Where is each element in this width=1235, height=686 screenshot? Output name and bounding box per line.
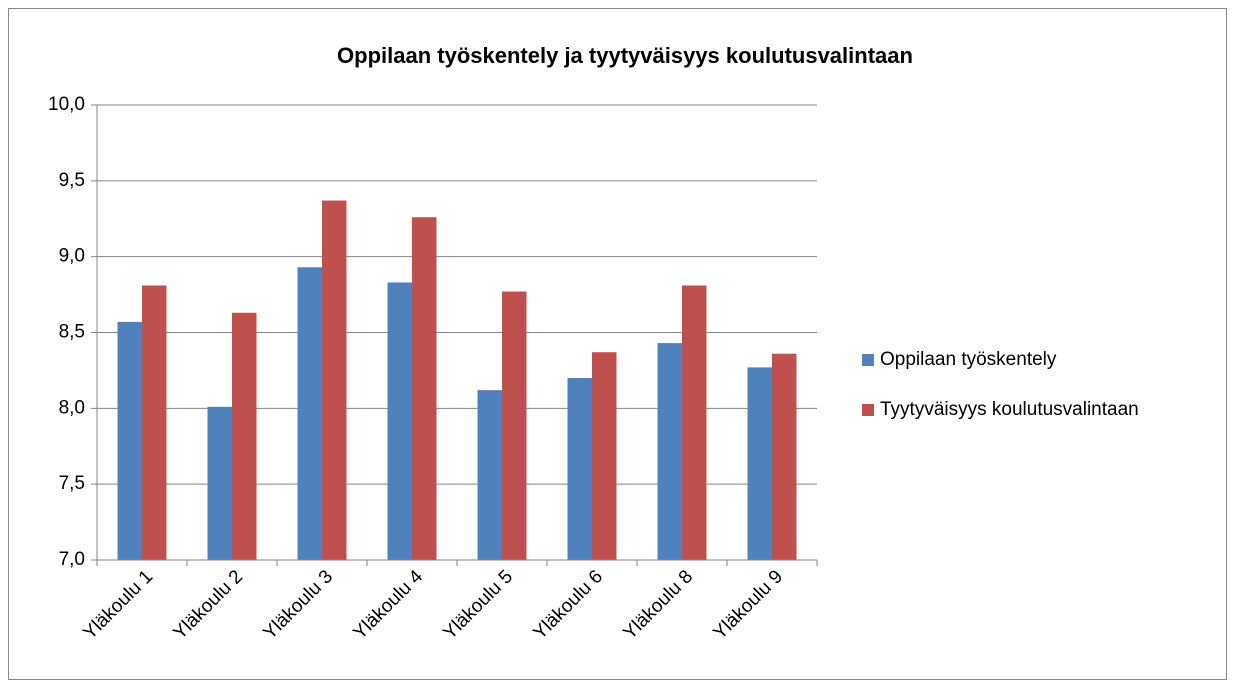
bar (387, 282, 412, 560)
chart-title: Oppilaan työskentely ja tyytyväisyys kou… (337, 43, 913, 68)
bar (682, 285, 707, 560)
y-tick-label: 10,0 (48, 94, 85, 115)
y-tick-label: 9,0 (59, 246, 85, 267)
bar (502, 291, 527, 560)
chart-border (8, 8, 1227, 680)
y-tick-label: 7,0 (59, 549, 85, 570)
y-tick-label: 8,0 (59, 397, 85, 418)
bar (567, 378, 592, 560)
legend-swatch (862, 404, 874, 416)
legend-label: Oppilaan työskentely (880, 349, 1057, 370)
bar (657, 343, 682, 560)
bar (592, 352, 617, 560)
y-tick-label: 7,5 (59, 473, 85, 494)
legend-swatch (862, 354, 874, 366)
legend-label: Tyytyväisyys koulutusvalintaan (880, 399, 1139, 420)
bar (207, 406, 232, 560)
bar (297, 267, 322, 560)
y-tick-label: 8,5 (59, 322, 85, 343)
bar (412, 217, 437, 560)
bar (232, 312, 257, 560)
bar (322, 200, 347, 561)
bar (477, 390, 502, 560)
bar (117, 321, 142, 560)
y-tick-label: 9,5 (59, 170, 85, 191)
bar (747, 367, 772, 560)
bar (142, 285, 167, 560)
bar (772, 353, 797, 560)
